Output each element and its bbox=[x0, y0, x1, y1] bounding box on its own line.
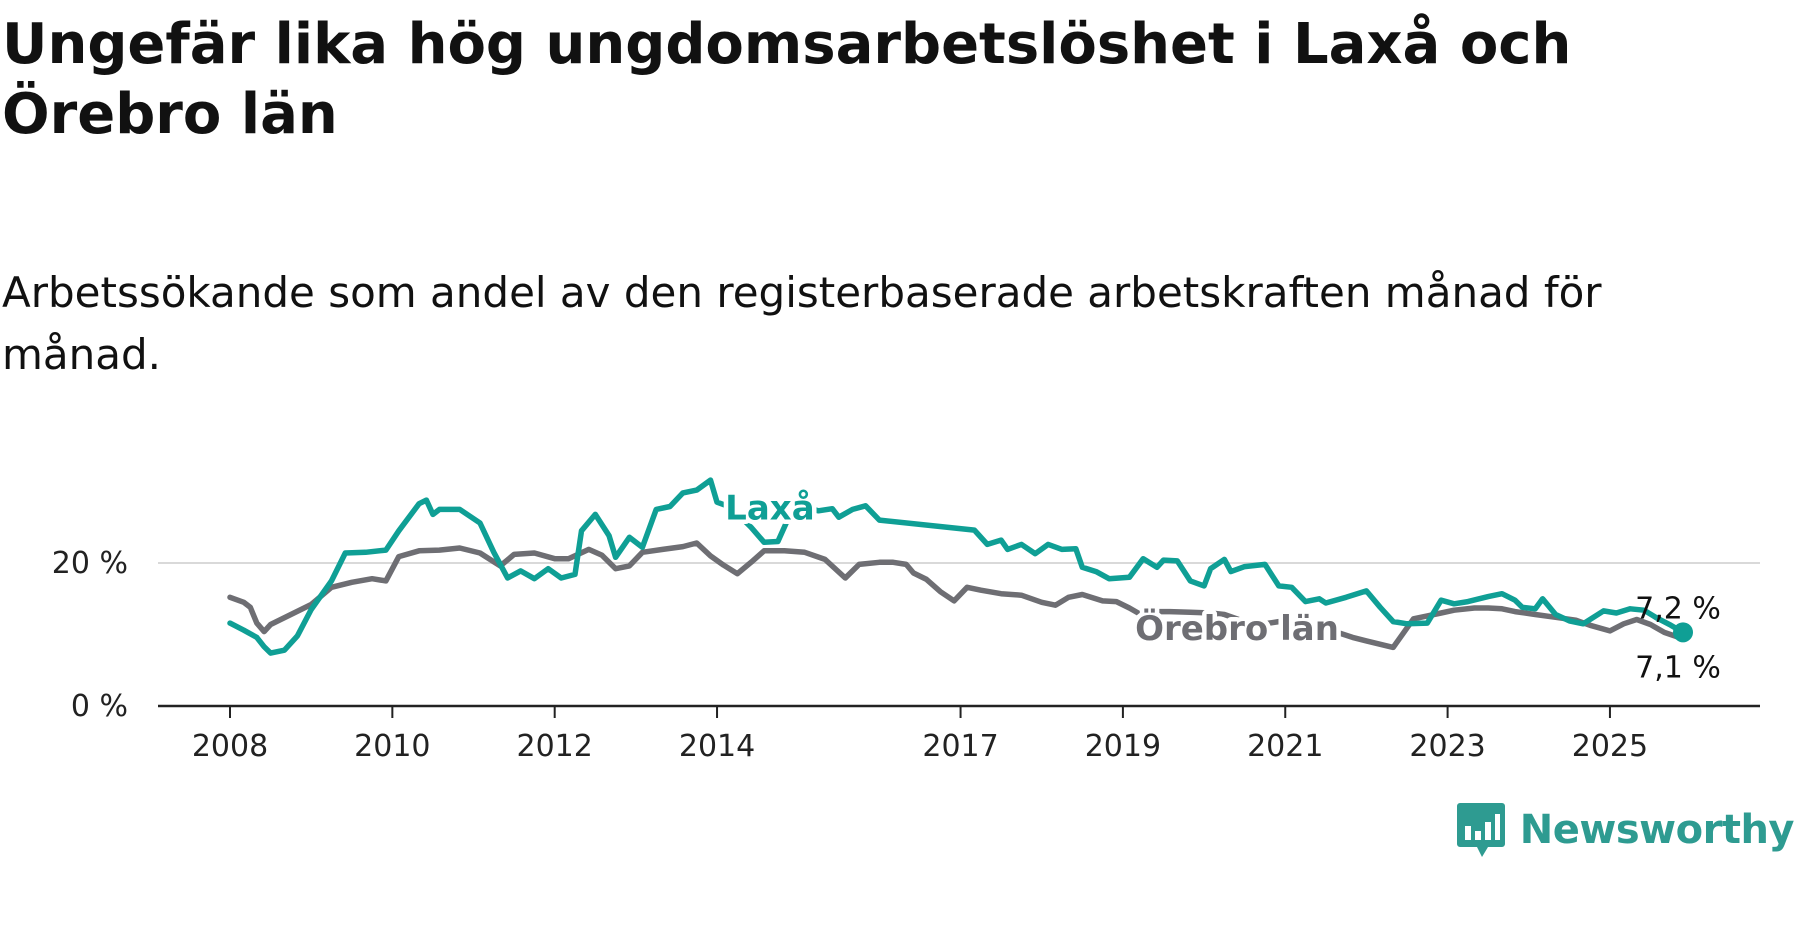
x-tick-label: 2010 bbox=[354, 729, 430, 764]
laxa-series-line bbox=[227, 477, 1686, 656]
newsworthy-logo: Newsworthy bbox=[1456, 800, 1795, 860]
orebro-series-label: Örebro län bbox=[1135, 608, 1339, 649]
orebro-end-value-label: 7,2 % bbox=[1635, 591, 1721, 626]
laxa-series-label: Laxå bbox=[725, 488, 814, 528]
chart-subtitle: Arbetssökande som andel av den registerb… bbox=[2, 268, 1602, 379]
x-tick-label: 2012 bbox=[517, 729, 593, 764]
y-tick-label: 0 % bbox=[71, 689, 128, 724]
x-tick-label: 2008 bbox=[192, 729, 268, 764]
x-tick-label: 2017 bbox=[922, 729, 998, 764]
laxa-end-value-label: 7,1 % bbox=[1635, 650, 1721, 685]
chart-title: Ungefär lika hög ungdomsarbetslöshet i L… bbox=[2, 12, 1572, 147]
x-tick-label: 2014 bbox=[679, 729, 755, 764]
newsworthy-logo-icon bbox=[1456, 803, 1505, 857]
x-tick-label: 2025 bbox=[1572, 729, 1648, 764]
x-tick-label: 2019 bbox=[1085, 729, 1161, 764]
y-tick-label: 20 % bbox=[52, 546, 128, 581]
orebro-series-line bbox=[227, 540, 1686, 651]
newsworthy-logo-text: Newsworthy bbox=[1519, 807, 1795, 853]
laxa-end-point bbox=[1673, 622, 1693, 643]
x-tick-label: 2023 bbox=[1409, 729, 1485, 764]
x-tick-label: 2021 bbox=[1247, 729, 1323, 764]
